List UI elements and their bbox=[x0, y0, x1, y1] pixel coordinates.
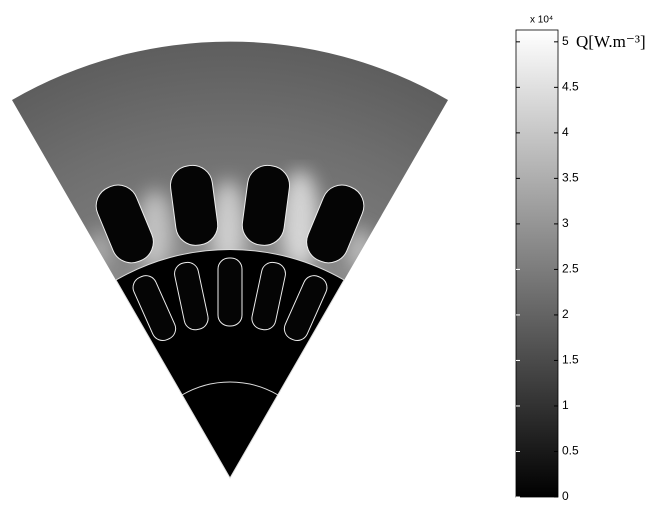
colorbar-tick-label: 0.5 bbox=[562, 444, 579, 458]
colorbar-tick-label: 0 bbox=[562, 489, 569, 503]
colorbar-tick-label: 2.5 bbox=[562, 262, 579, 276]
field-map bbox=[12, 41, 448, 480]
colorbar-multiplier: x 10⁴ bbox=[530, 15, 553, 26]
colorbar-tick-label: 4.5 bbox=[562, 80, 579, 94]
colorbar-label: Q[W.m⁻³] bbox=[576, 32, 646, 51]
colorbar bbox=[515, 29, 559, 498]
colorbar-tick-label: 3.5 bbox=[562, 171, 579, 185]
colorbar-tick-label: 2 bbox=[562, 307, 569, 321]
colorbar-tick-label: 1 bbox=[562, 398, 569, 412]
colorbar-tick-label: 5 bbox=[562, 34, 569, 48]
colorbar-tick-label: 1.5 bbox=[562, 353, 579, 367]
colorbar-tick-label: 3 bbox=[562, 216, 569, 230]
colorbar-tick-label: 4 bbox=[562, 125, 569, 139]
